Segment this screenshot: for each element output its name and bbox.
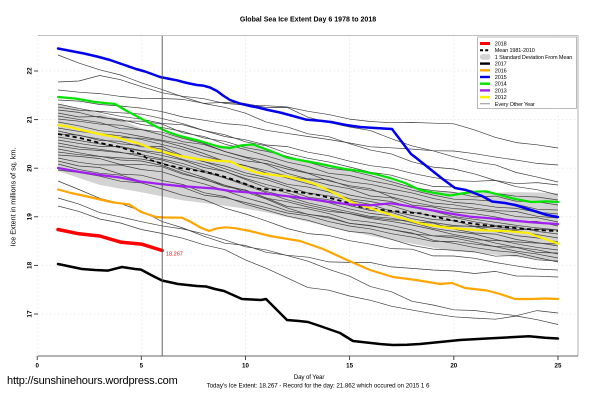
- svg-text:Every Other Year: Every Other Year: [495, 102, 535, 108]
- svg-text:2014: 2014: [495, 82, 507, 88]
- svg-text:20: 20: [27, 164, 34, 172]
- svg-text:2015: 2015: [495, 75, 507, 81]
- svg-text:http://sunshinehours.wordpress: http://sunshinehours.wordpress.com: [7, 375, 178, 387]
- svg-text:2017: 2017: [495, 62, 507, 68]
- svg-text:2013: 2013: [495, 88, 507, 94]
- svg-text:0: 0: [35, 363, 39, 370]
- svg-text:22: 22: [27, 67, 34, 75]
- svg-text:Mean 1981-2010: Mean 1981-2010: [495, 48, 535, 54]
- svg-text:25: 25: [555, 363, 562, 370]
- svg-text:2012: 2012: [495, 95, 507, 101]
- svg-text:Today's Ice Extent: 18.267 -: Today's Ice Extent: 18.267 - Record for …: [207, 383, 430, 390]
- svg-text:2018: 2018: [495, 42, 507, 48]
- svg-text:20: 20: [450, 363, 457, 370]
- svg-text:Day of Year: Day of Year: [294, 374, 325, 381]
- svg-text:18.267: 18.267: [166, 252, 183, 258]
- svg-text:1 Standard Deviation From Mean: 1 Standard Deviation From Mean: [495, 55, 572, 61]
- svg-text:18: 18: [27, 261, 34, 269]
- svg-text:15: 15: [346, 363, 353, 370]
- svg-text:17: 17: [27, 310, 34, 318]
- svg-text:19: 19: [27, 213, 34, 221]
- svg-text:2016: 2016: [495, 68, 507, 74]
- svg-text:Ice Extent in millions of sq.: Ice Extent in millions of sq. km.: [9, 148, 18, 247]
- svg-text:10: 10: [242, 363, 249, 370]
- svg-text:5: 5: [140, 363, 144, 370]
- svg-text:21: 21: [27, 116, 34, 124]
- svg-text:Global Sea Ice Extent Day 6 19: Global Sea Ice Extent Day 6 1978 to 2018: [240, 17, 376, 24]
